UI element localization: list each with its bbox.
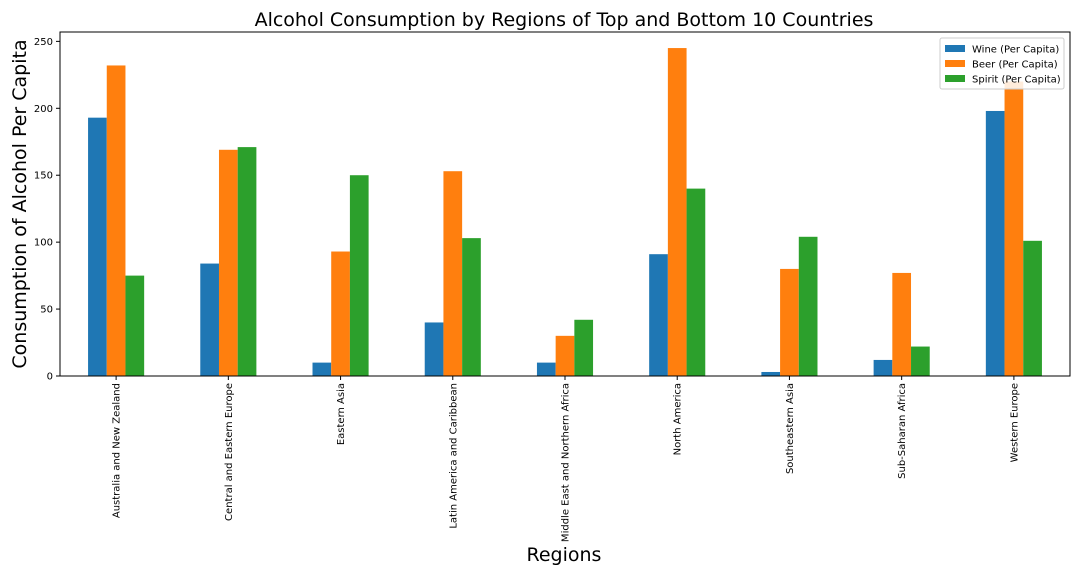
bar <box>761 371 781 376</box>
x-tick-label: Western Europe <box>1009 383 1020 462</box>
x-tick-label: Latin America and Caribbean <box>448 383 459 529</box>
bar <box>985 110 1005 376</box>
bar <box>88 117 107 377</box>
legend-swatch <box>945 75 965 82</box>
legend: Wine (Per Capita) Beer (Per Capita) Spirit… <box>939 37 1065 90</box>
bar <box>555 335 575 376</box>
x-tick-label: Middle East and Northern Africa <box>561 383 572 542</box>
bar <box>106 65 126 377</box>
x-tick-label: Eastern Asia <box>336 383 347 445</box>
x-tick-label: Central and Eastern Europe <box>224 383 235 521</box>
legend-swatch <box>945 60 965 67</box>
bar <box>443 171 463 376</box>
bar <box>1004 81 1024 376</box>
chart-title: Alcohol Consumption by Regions of Top an… <box>255 9 874 31</box>
legend-label: Beer (Per Capita) <box>972 60 1058 71</box>
y-tick-label: 0 <box>47 372 53 383</box>
legend-label: Wine (Per Capita) <box>972 45 1059 56</box>
bar <box>798 236 818 376</box>
bar <box>331 251 350 376</box>
bar <box>780 268 799 376</box>
legend-swatch <box>945 45 965 52</box>
bar <box>349 175 369 376</box>
bar <box>424 322 444 376</box>
bar <box>125 275 145 376</box>
legend-label: Spirit (Per Capita) <box>972 75 1061 86</box>
bar <box>686 188 706 376</box>
y-tick-label: 150 <box>34 171 53 182</box>
x-axis: Australia and New Zealand Central and Eas… <box>112 376 1020 542</box>
x-axis-label: Regions <box>527 544 602 566</box>
y-tick-label: 50 <box>40 305 53 316</box>
x-tick-label: Australia and New Zealand <box>112 383 123 518</box>
bar <box>1023 240 1042 376</box>
bar <box>649 254 668 376</box>
y-axis: 0 50 100 150 200 250 <box>34 37 60 383</box>
y-axis-label: Consumption of Alcohol Per Capita <box>9 39 31 368</box>
y-tick-label: 250 <box>34 37 53 48</box>
bar <box>218 149 238 376</box>
bar <box>312 362 332 376</box>
bar <box>237 147 257 376</box>
bar <box>892 272 912 376</box>
bar <box>200 263 219 376</box>
y-tick-label: 200 <box>34 104 53 115</box>
legend-box <box>939 37 1065 90</box>
plot-frame <box>59 31 1071 377</box>
bar <box>873 359 893 376</box>
bar <box>667 48 687 377</box>
x-tick-label: North America <box>673 383 684 455</box>
x-tick-label: Southeastern Asia <box>785 383 796 474</box>
bars-group <box>88 48 1042 377</box>
bar <box>462 238 481 376</box>
bar <box>536 362 556 376</box>
y-tick-label: 100 <box>34 238 53 249</box>
bar <box>574 319 594 376</box>
x-tick-label: Sub-Saharan Africa <box>897 383 908 479</box>
bar <box>911 346 930 376</box>
